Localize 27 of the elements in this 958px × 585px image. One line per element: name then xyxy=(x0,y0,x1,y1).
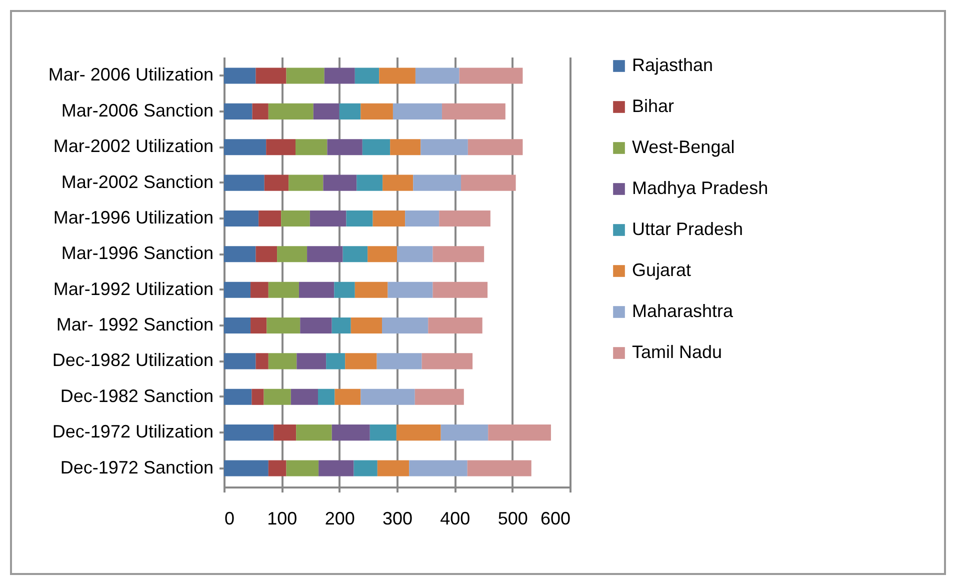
legend-label: Gujarat xyxy=(632,260,692,280)
x-tick-label: 500 xyxy=(498,508,528,528)
x-tick-label: 400 xyxy=(440,508,470,528)
legend-label: Rajasthan xyxy=(632,55,714,75)
legend-label: Maharashtra xyxy=(632,301,734,321)
x-tick-label: 0 xyxy=(224,508,235,528)
y-tick-label: Mar- 1992 Sanction xyxy=(56,314,214,335)
legend-label: West-Bengal xyxy=(632,137,735,157)
y-tick-label: Mar-1996 Sanction xyxy=(61,243,214,264)
y-tick-label: Mar-2006 Sanction xyxy=(61,100,214,120)
y-tick-label: Mar- 2006 Utilization xyxy=(48,64,214,85)
legend-label: Madhya Pradesh xyxy=(632,178,768,198)
y-tick-label: Dec-1982 Sanction xyxy=(60,386,214,406)
y-tick-label: Dec-1982 Utilization xyxy=(52,350,214,370)
y-tick-label: Dec-1972 Utilization xyxy=(52,422,214,442)
x-tick-label: 600 xyxy=(540,508,570,528)
legend-label: Uttar Pradesh xyxy=(632,219,744,239)
y-tick-label: Mar-2002 Sanction xyxy=(61,172,214,192)
x-tick-label: 300 xyxy=(382,508,413,528)
legend-label: Tamil Nadu xyxy=(632,342,722,362)
y-tick-label: Dec-1972 Sanction xyxy=(60,457,214,478)
x-tick-label: 200 xyxy=(324,508,355,528)
y-tick-label: Mar-2002 Utilization xyxy=(53,136,214,156)
y-tick-label: Mar-1996 Utilization xyxy=(53,207,214,228)
x-tick-label: 100 xyxy=(267,508,298,528)
y-tick-label: Mar-1992 Utilization xyxy=(53,278,214,299)
legend-label: Bihar xyxy=(632,96,674,116)
